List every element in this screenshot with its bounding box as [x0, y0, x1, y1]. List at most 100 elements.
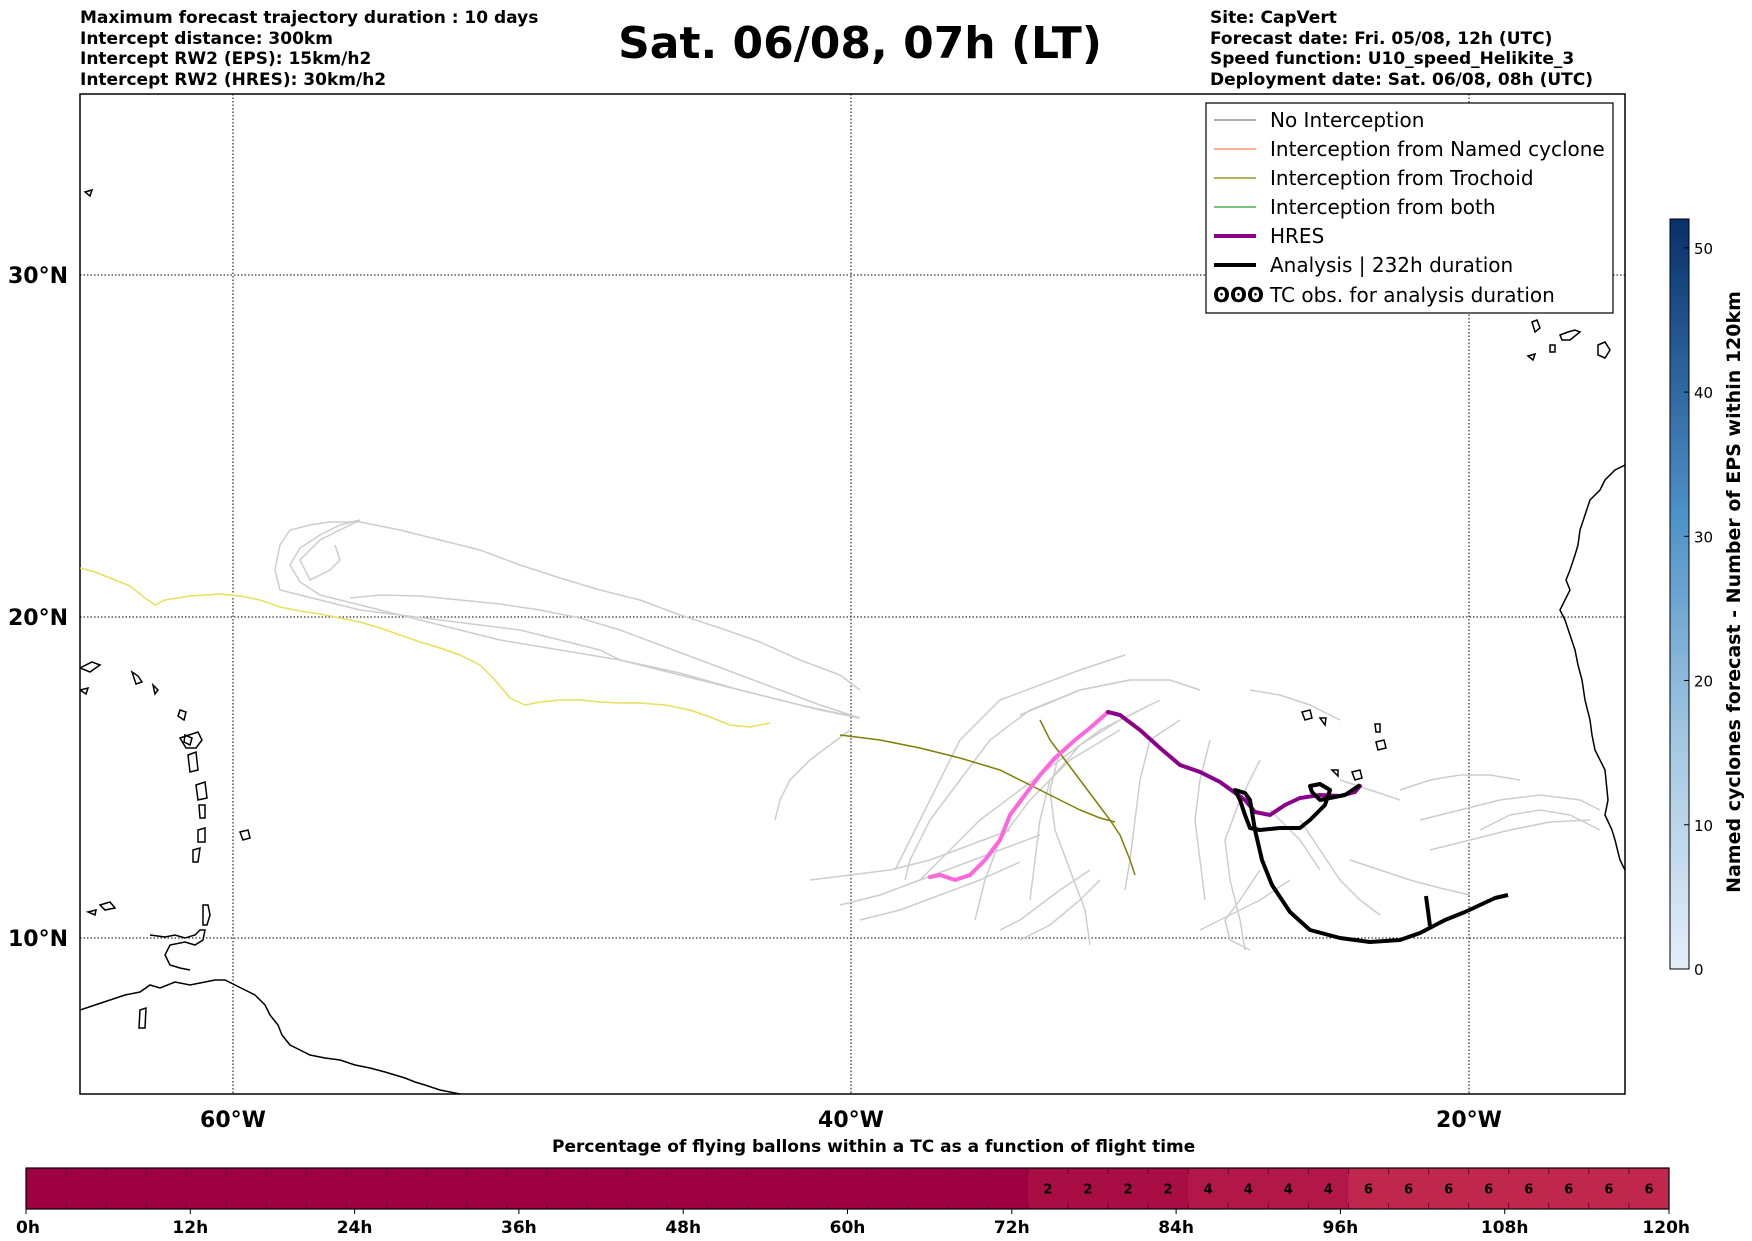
colorbar-vertical-tick-label: 40 — [1694, 384, 1713, 402]
colorbar-bin — [947, 1168, 989, 1209]
header-intercept-eps: Intercept RW2 (EPS): 15km/h2 — [80, 49, 372, 69]
header-intercept-distance: Intercept distance: 300km — [80, 28, 333, 49]
colorbar-bin-label: 6 — [1644, 1183, 1653, 1198]
colorbar-bin — [787, 1168, 828, 1209]
analysis-trajectory — [1233, 782, 1509, 944]
eps-trajectory-loop — [289, 519, 861, 719]
colorbar-horizontal-tick-label: 120h — [1642, 1218, 1690, 1238]
colorbar-bin — [346, 1168, 388, 1209]
header-site: Site: CapVert — [1210, 8, 1337, 28]
island-margarita — [85, 908, 97, 917]
page-title: Sat. 06/08, 07h (LT) — [618, 18, 1102, 69]
colorbar-horizontal-ticks: 0h 12h 24h 36h 48h 60h 72h 84h 96h 108h 120h — [16, 1209, 1690, 1238]
colorbar-bin — [306, 1168, 348, 1209]
header-deployment-date: Deployment date: Sat. 06/08, 08h (UTC) — [1210, 69, 1594, 90]
colorbar-horizontal-tick-label: 108h — [1481, 1218, 1529, 1238]
colorbar-bin — [186, 1168, 227, 1209]
legend-label-no-interception: No Interception — [1270, 108, 1424, 132]
colorbar-bin — [627, 1168, 668, 1209]
colorbar-bin — [1107, 1168, 1149, 1209]
colorbar-horizontal-tick-label: 24h — [337, 1218, 373, 1238]
island-lesser-antilles-5 — [183, 733, 193, 747]
colorbar-bin — [146, 1168, 187, 1209]
lon-label-60w: 60°W — [200, 1108, 266, 1133]
graticule — [80, 94, 1625, 1094]
eps-trajectory-light — [1124, 719, 1181, 891]
colorbar-bin — [226, 1168, 267, 1209]
eps-trajectory-light — [919, 709, 1141, 881]
header-max-duration: Maximum forecast trajectory duration : 1… — [80, 8, 539, 28]
eps-trajectory-light — [1269, 809, 1321, 871]
eps-trajectory-light — [1399, 774, 1521, 791]
colorbar-bin — [1628, 1168, 1670, 1209]
header-forecast-date: Forecast date: Fri. 05/08, 12h (UTC) — [1210, 28, 1553, 49]
legend-label-both: Interception from both — [1270, 195, 1496, 219]
colorbar-bin — [1348, 1168, 1389, 1209]
island-west-1 — [83, 188, 94, 198]
colorbar-bin — [506, 1168, 548, 1209]
island-canary-2 — [1559, 329, 1582, 341]
colorbar-bin — [426, 1168, 468, 1209]
colorbar-bin — [546, 1168, 588, 1209]
colorbar-bin — [1588, 1168, 1630, 1209]
colorbar-vertical-bar — [1669, 218, 1690, 970]
eps-trajectory-light — [839, 834, 1041, 906]
colorbar-horizontal: 2 2 2 2 4 4 4 4 6 6 6 6 6 6 6 6 0h 12h 24h 36h 48h 60h 72h 84h… — [16, 1167, 1690, 1238]
island-canary-4 — [1549, 344, 1556, 353]
island-lesser-antilles-4 — [177, 709, 187, 722]
colorbar-bin — [466, 1168, 508, 1209]
colorbar-bin — [1027, 1168, 1069, 1209]
colorbar-horizontal-tick-label: 12h — [172, 1218, 208, 1238]
colorbar-bin-label: 2 — [1123, 1183, 1132, 1198]
colorbar-vertical-tick-label: 30 — [1694, 528, 1713, 546]
colorbar-bin-label: 4 — [1284, 1183, 1293, 1198]
colorbar-bin-label: 2 — [1164, 1183, 1173, 1198]
island-lesser-antilles-3 — [151, 682, 159, 696]
colorbar-bin — [1268, 1168, 1309, 1209]
colorbar-bin — [587, 1168, 628, 1209]
island-sa-1 — [138, 1006, 147, 1029]
island-trinidad — [202, 904, 211, 926]
colorbar-bin — [827, 1168, 869, 1209]
eps-trajectory-light — [1339, 779, 1401, 801]
colorbar-bin — [66, 1168, 107, 1209]
colorbar-bin — [1188, 1168, 1229, 1209]
eps-trajectory-light — [1479, 809, 1601, 831]
island-lesser-antilles-7 — [187, 750, 199, 773]
eps-trajectory-light — [1049, 749, 1091, 946]
eps-trajectory-light — [894, 654, 1126, 871]
island-cape-verde-4 — [1375, 739, 1387, 751]
colorbar-bin — [386, 1168, 428, 1209]
colorbar-bin-label: 4 — [1324, 1183, 1333, 1198]
colorbar-bin — [867, 1168, 909, 1209]
colorbar-bin-label: 6 — [1564, 1183, 1573, 1198]
colorbar-bin — [1468, 1168, 1510, 1209]
colorbar-bin — [907, 1168, 949, 1209]
colorbar-bin — [987, 1168, 1029, 1209]
colorbar-bin-label: 6 — [1444, 1183, 1453, 1198]
lon-label-40w: 40°W — [818, 1108, 884, 1133]
legend-label-analysis: Analysis | 232h duration — [1270, 253, 1513, 277]
island-lesser-antilles-6 — [178, 731, 203, 749]
header-info-right: Site: CapVert Forecast date: Fri. 05/08,… — [1210, 8, 1593, 90]
colorbar-bin — [1308, 1168, 1349, 1209]
island-lesser-antilles-8 — [195, 780, 208, 801]
island-cape-verde-5 — [1351, 769, 1363, 781]
lat-label-30n: 30°N — [8, 264, 68, 289]
eps-trajectory-light — [974, 729, 1121, 921]
colorbar-vertical-tick-label: 20 — [1694, 673, 1713, 691]
legend-box — [1205, 102, 1614, 314]
colorbar-bin — [1148, 1168, 1189, 1209]
colorbar-bin — [26, 1168, 67, 1209]
eps-trajectory-light — [999, 869, 1091, 931]
trochoid-trajectory — [839, 734, 1116, 823]
island-cape-verde-6 — [1330, 769, 1339, 778]
eps-trajectory-light — [1249, 689, 1341, 721]
colorbar-bin — [1067, 1168, 1109, 1209]
island-lesser-antilles-2 — [130, 670, 144, 685]
colorbar-vertical-tick-label: 10 — [1694, 817, 1713, 835]
header-intercept-hres: Intercept RW2 (HRES): 30km/h2 — [80, 69, 387, 90]
eps-trajectory-light — [859, 861, 1021, 921]
hres-trajectory-early — [928, 710, 1110, 883]
